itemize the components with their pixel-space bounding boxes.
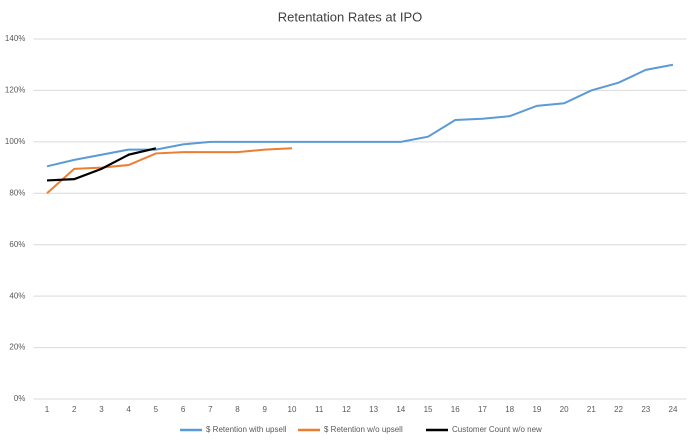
x-tick-label: 8	[235, 405, 240, 414]
x-tick-label: 13	[369, 405, 378, 414]
x-tick-label: 17	[478, 405, 487, 414]
x-tick-label: 22	[614, 405, 623, 414]
x-tick-label: 9	[263, 405, 268, 414]
y-tick-label: 60%	[9, 240, 25, 249]
legend-label: $ Retention with upsell	[206, 425, 287, 434]
chart-title: Retentation Rates at IPO	[278, 9, 423, 24]
x-tick-label: 10	[288, 405, 297, 414]
series-line	[46, 147, 293, 195]
x-tick-label: 21	[587, 405, 596, 414]
x-tick-label: 24	[669, 405, 678, 414]
x-tick-label: 20	[560, 405, 569, 414]
x-tick-label: 14	[396, 405, 405, 414]
y-tick-label: 40%	[9, 291, 25, 300]
y-tick-label: 100%	[5, 137, 25, 146]
y-tick-label: 140%	[5, 34, 25, 43]
x-tick-label: 4	[126, 405, 131, 414]
x-tick-label: 6	[181, 405, 186, 414]
x-tick-label: 2	[72, 405, 77, 414]
x-tick-label: 1	[45, 405, 50, 414]
x-tick-label: 19	[532, 405, 541, 414]
series-line	[46, 147, 157, 182]
y-tick-label: 120%	[5, 86, 25, 95]
y-tick-label: 80%	[9, 188, 25, 197]
x-tick-label: 11	[315, 405, 324, 414]
x-tick-label: 18	[505, 405, 514, 414]
x-tick-label: 5	[154, 405, 159, 414]
y-tick-label: 0%	[14, 394, 26, 403]
x-tick-label: 16	[451, 405, 460, 414]
x-tick-label: 3	[99, 405, 104, 414]
x-tick-label: 12	[342, 405, 351, 414]
x-tick-label: 15	[424, 405, 433, 414]
x-tick-label: 7	[208, 405, 213, 414]
legend-label: $ Retention w/o upsell	[324, 425, 403, 434]
y-tick-label: 20%	[9, 343, 25, 352]
legend-label: Customer Count w/o new	[452, 425, 542, 434]
x-tick-label: 23	[641, 405, 650, 414]
